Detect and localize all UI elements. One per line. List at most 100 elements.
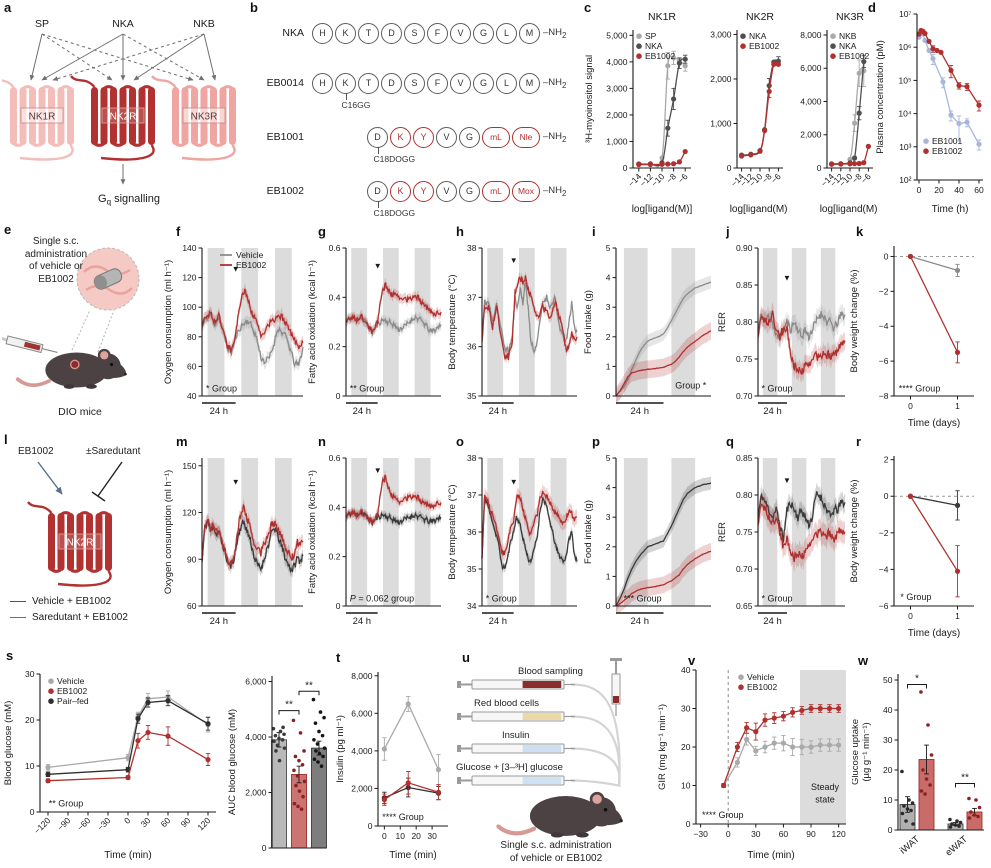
svg-text:90: 90 (187, 554, 197, 564)
svg-text:** Group: ** Group (350, 384, 385, 394)
svg-text:** Group: ** Group (49, 798, 84, 808)
svg-text:10⁴: 10⁴ (898, 109, 911, 119)
saredutant-label: ±Saredutant (86, 446, 141, 457)
svg-text:37: 37 (467, 490, 477, 500)
svg-text:20: 20 (883, 765, 893, 775)
svg-text:1: 1 (955, 401, 960, 411)
svg-text:38: 38 (467, 453, 477, 463)
dio-mice-label: DIO mice (58, 406, 102, 418)
svg-text:0.75: 0.75 (736, 527, 753, 537)
panel-u-clamp-diagram: Blood sampling Red blood cells Insulin G… (456, 658, 656, 868)
svg-text:−8: −8 (879, 391, 889, 401)
sequence-name: EB1001 (266, 131, 304, 143)
residue-circle: M (519, 22, 540, 44)
svg-text:20: 20 (934, 185, 944, 195)
svg-text:4,000: 4,000 (245, 732, 267, 742)
svg-text:−6: −6 (879, 601, 889, 611)
panel-letter-q: q (726, 434, 734, 449)
svg-text:35: 35 (467, 564, 477, 574)
svg-text:0: 0 (917, 185, 922, 195)
legend-vehicle-eb1002: Vehicle + EB1002 (10, 596, 111, 607)
amide-suffix: –NH2 (543, 76, 567, 90)
svg-text:NK3R: NK3R (191, 112, 218, 123)
svg-text:0: 0 (336, 391, 341, 401)
svg-text:0.6: 0.6 (329, 453, 341, 463)
svg-text:24 h: 24 h (763, 406, 782, 417)
svg-text:▼: ▼ (232, 478, 240, 487)
residue-circle: Y (413, 180, 434, 202)
residue-circle: H (312, 22, 333, 44)
svg-text:Time (days): Time (days) (908, 628, 960, 639)
svg-text:* Group: * Group (486, 594, 517, 604)
svg-text:5: 5 (606, 453, 611, 463)
svg-text:−6: −6 (879, 356, 889, 366)
svg-text:10: 10 (396, 831, 406, 841)
chart-nk3r-dose-response: 02,0004,0006,0008,000−14−12−10−8−6NK3Rlo… (800, 11, 877, 215)
svg-text:60: 60 (779, 829, 789, 839)
svg-text:1,000: 1,000 (710, 118, 732, 128)
svg-text:−4: −4 (879, 564, 889, 574)
svg-text:10³: 10³ (899, 142, 911, 152)
residue-circle: G (473, 72, 494, 94)
svg-text:0: 0 (726, 829, 731, 839)
svg-text:▼: ▼ (510, 256, 518, 265)
svg-text:0.70: 0.70 (736, 564, 753, 574)
svg-text:0: 0 (606, 601, 611, 611)
panel-letter-w: w (858, 653, 869, 668)
amide-suffix: –NH2 (543, 130, 567, 144)
svg-text:EB1002: EB1002 (932, 146, 963, 156)
svg-text:Pair–fed: Pair–fed (57, 696, 89, 706)
svg-text:24 h: 24 h (489, 616, 508, 627)
svg-text:Time (min): Time (min) (747, 850, 794, 861)
residue-circle: K (335, 22, 356, 44)
svg-text:Time (min): Time (min) (104, 850, 151, 861)
sequence-name: EB1002 (266, 185, 304, 197)
svg-text:0.85: 0.85 (736, 280, 753, 290)
svg-text:EB1002: EB1002 (839, 51, 870, 61)
svg-text:Time (h): Time (h) (932, 204, 969, 215)
residue-circle: K (335, 72, 356, 94)
svg-text:EB1001: EB1001 (932, 136, 963, 146)
panel-letter-u: u (462, 650, 470, 665)
svg-text:40: 40 (187, 391, 197, 401)
svg-text:8,000: 8,000 (351, 671, 373, 681)
svg-text:NK1R: NK1R (29, 112, 56, 123)
svg-text:0: 0 (30, 807, 35, 817)
svg-text:30: 30 (427, 831, 437, 841)
chart-insulin: 0 2,000 4,000 6,000 8,000 0 10 20 30 Insulin (pg … (335, 671, 448, 861)
svg-text:Fatty acid oxidation (kcal h⁻¹: Fatty acid oxidation (kcal h⁻¹) (307, 260, 318, 384)
svg-text:³H-myoinositol signal: ³H-myoinositol signal (584, 55, 595, 143)
clamp-infusion-illustration (457, 658, 623, 838)
svg-text:10⁶: 10⁶ (899, 42, 912, 52)
residue-circle: F (427, 72, 448, 94)
svg-text:40: 40 (954, 185, 964, 195)
residue-circle: S (404, 22, 425, 44)
svg-text:▼: ▼ (374, 466, 382, 475)
svg-text:P = 0.062 group: P = 0.062 group (350, 594, 414, 604)
svg-text:0: 0 (623, 163, 628, 173)
svg-text:Plasma concentration (pM): Plasma concentration (pM) (875, 40, 886, 154)
svg-text:0: 0 (382, 831, 387, 841)
svg-text:140: 140 (182, 243, 196, 253)
svg-text:log[ligand(M)]: log[ligand(M)] (820, 204, 877, 215)
gray-line-swatch (10, 617, 26, 618)
residue-circle: D (367, 180, 388, 202)
svg-text:EB1002: EB1002 (749, 41, 780, 51)
residue-circle: G (473, 22, 494, 44)
sequence-row: EB0014 H K T D S F V G L M –NH2 C16GG (252, 72, 567, 110)
svg-text:−60: −60 (75, 815, 92, 832)
svg-text:−6: −6 (859, 171, 873, 185)
panel-e-caption: Single s.c. administration of vehicle or… (24, 236, 88, 285)
legend-label: Saredutant + EB1002 (32, 612, 128, 623)
panel-letter-r: r (856, 434, 862, 449)
residue-circle: F (427, 22, 448, 44)
svg-text:Vehicle: Vehicle (57, 676, 85, 686)
svg-text:Glucose uptake: Glucose uptake (852, 719, 861, 785)
svg-text:Group *: Group * (675, 381, 707, 391)
svg-text:**** Group: **** Group (899, 384, 941, 394)
chart-oxygen-consumption-saredutant: 60 90 120 150 Oxygen consumption (ml h⁻¹) 24 … (163, 458, 304, 627)
svg-text:6,000: 6,000 (800, 63, 822, 73)
svg-text:Steady: Steady (811, 782, 840, 792)
